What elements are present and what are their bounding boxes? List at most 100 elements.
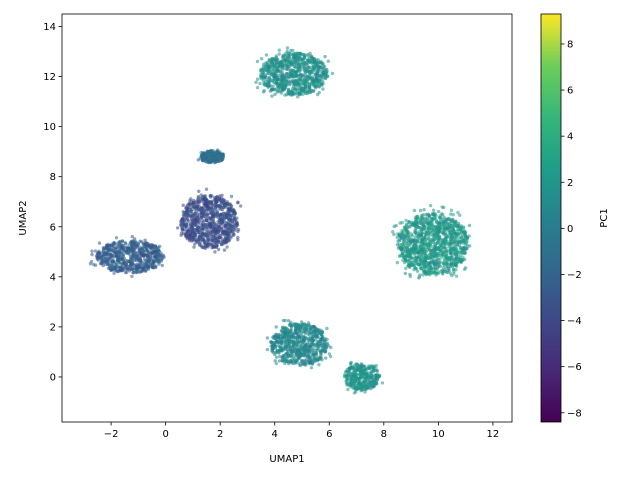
data-point [221, 215, 225, 220]
data-point [303, 70, 308, 74]
data-point [204, 187, 209, 191]
data-point [406, 259, 411, 263]
data-point [212, 198, 217, 202]
data-point [280, 326, 285, 330]
data-point [422, 261, 426, 265]
data-point [222, 223, 226, 227]
data-point [427, 227, 431, 231]
data-point [324, 356, 328, 360]
data-point [452, 242, 456, 246]
data-point [304, 74, 308, 78]
data-point [437, 229, 441, 234]
data-point [413, 235, 418, 240]
data-point [294, 58, 298, 62]
data-point [436, 209, 441, 214]
data-point [151, 266, 155, 270]
data-point [205, 228, 209, 232]
data-point [305, 58, 310, 62]
data-point [144, 258, 148, 263]
data-point [213, 250, 217, 254]
data-point [371, 383, 375, 387]
data-point [406, 254, 411, 259]
data-point [221, 154, 226, 159]
data-point [281, 59, 286, 63]
data-point [236, 229, 240, 234]
data-point [424, 270, 428, 275]
colorbar-tick-label: 8 [567, 39, 573, 50]
data-point [114, 251, 118, 255]
data-point [286, 54, 291, 59]
data-point [323, 349, 327, 353]
data-point [346, 387, 350, 392]
data-point [264, 77, 269, 82]
data-point [407, 264, 411, 269]
data-point [123, 241, 128, 246]
data-point [215, 204, 220, 208]
data-point [194, 239, 199, 243]
data-point [435, 226, 439, 230]
data-point [310, 336, 314, 341]
data-point [436, 257, 440, 261]
data-point [152, 255, 157, 259]
data-point [143, 238, 147, 242]
data-point [349, 377, 353, 381]
data-point [423, 258, 428, 262]
data-point [267, 76, 272, 81]
data-point [182, 231, 186, 236]
data-point [205, 222, 209, 227]
data-point [145, 263, 150, 268]
data-point [233, 217, 237, 222]
data-point [442, 221, 446, 225]
data-point [285, 46, 290, 50]
colorbar-label: PC1 [599, 208, 610, 227]
data-point [209, 236, 213, 240]
data-point [413, 229, 418, 233]
data-point [192, 227, 196, 232]
data-point [219, 227, 224, 231]
data-point [263, 72, 268, 77]
data-point [206, 233, 210, 237]
data-point [228, 221, 232, 226]
data-point [444, 260, 449, 265]
data-point [207, 155, 212, 159]
data-point [187, 234, 192, 238]
data-point [432, 213, 437, 217]
data-point [272, 57, 277, 61]
data-point [453, 223, 457, 227]
data-point [226, 209, 230, 214]
data-point [422, 236, 427, 240]
data-point [205, 203, 209, 208]
data-point [400, 246, 405, 251]
data-point [316, 75, 320, 79]
data-point [120, 268, 124, 272]
data-point [225, 220, 229, 225]
data-point [211, 238, 215, 243]
data-point [421, 213, 425, 217]
data-point [354, 388, 358, 392]
data-point [195, 212, 200, 216]
data-point [450, 261, 454, 266]
data-point [209, 200, 214, 204]
data-point [215, 209, 220, 214]
data-point [277, 52, 281, 56]
data-point [352, 380, 357, 384]
data-point [188, 199, 192, 203]
data-point [200, 231, 204, 236]
colorbar-tick-label: −8 [567, 408, 582, 419]
data-point [322, 342, 326, 347]
data-point [316, 83, 321, 88]
data-point [185, 230, 189, 234]
data-point [291, 322, 296, 326]
data-point [210, 194, 214, 198]
data-point [419, 222, 424, 226]
data-point [197, 243, 202, 247]
data-point [215, 213, 220, 217]
data-point [113, 247, 118, 251]
data-point [309, 366, 314, 370]
data-point [220, 193, 224, 197]
data-point [227, 206, 232, 211]
colorbar-tick-label: 0 [567, 224, 573, 235]
data-point [148, 256, 153, 260]
data-point [447, 232, 451, 237]
data-point [375, 378, 379, 382]
